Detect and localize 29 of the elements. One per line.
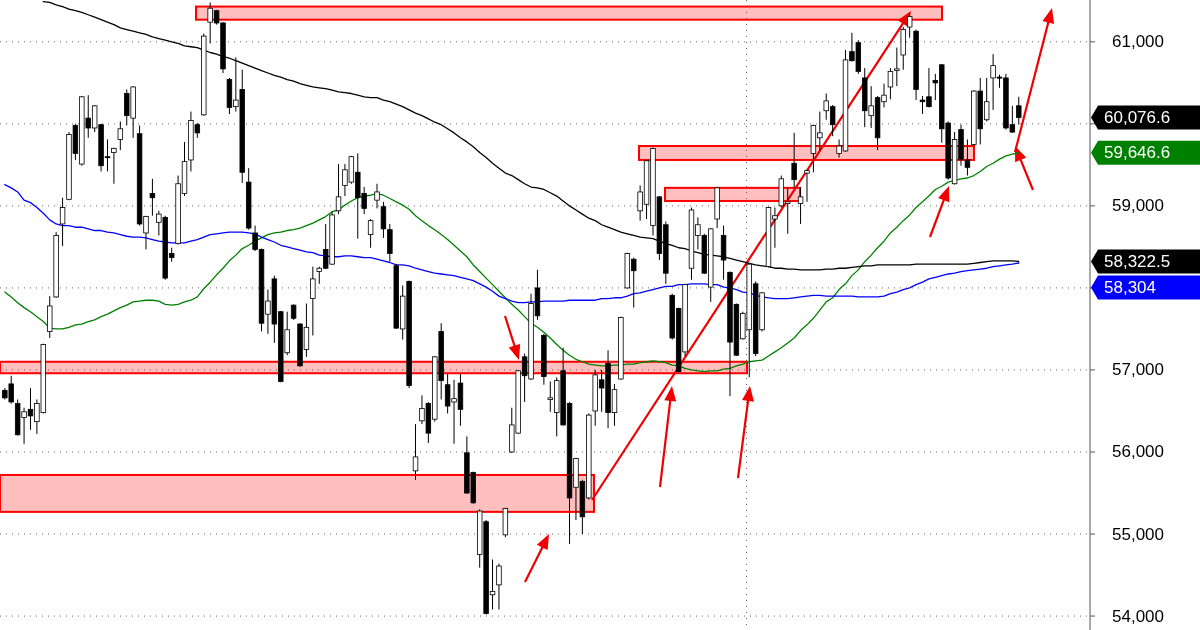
candlestick [797,186,804,225]
candlestick [117,120,124,151]
candlestick [894,47,900,87]
candlestick [374,183,380,209]
y-tick-label: 55,000 [1112,524,1164,544]
candlestick [59,197,66,247]
candlestick [887,67,894,100]
candlestick [496,563,502,610]
text: 58,304 [1104,277,1156,297]
candlestick [149,178,156,217]
candlestick [367,218,374,249]
candlestick [1016,96,1022,126]
candlestick [906,13,913,39]
line-series [4,183,1020,304]
candlestick [335,163,342,215]
text: 60,076.6 [1104,108,1171,128]
text: 59,646.6 [1104,143,1171,163]
y-tick-label: 61,000 [1112,32,1164,52]
y-tick-label: 57,000 [1112,360,1164,380]
candlestick [111,147,117,185]
candlestick [791,132,797,189]
line-series [4,152,1020,373]
y-tick-label: 56,000 [1112,442,1164,462]
candlestick [310,266,316,337]
text: 58,322.5 [1104,251,1171,271]
y-tick-label: 59,000 [1112,196,1164,216]
y-tick-label: 54,000 [1112,606,1164,626]
candlestick [804,169,810,203]
candlestick [412,423,419,481]
